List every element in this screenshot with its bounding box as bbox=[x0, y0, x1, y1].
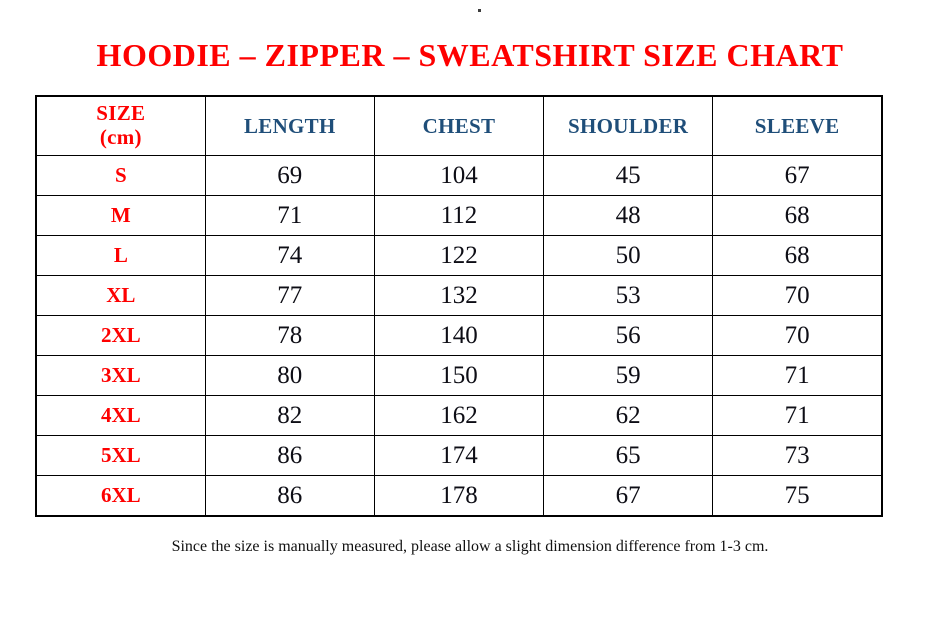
sleeve-value: 70 bbox=[712, 315, 883, 356]
table-row: 5XL 86 174 65 73 bbox=[35, 435, 883, 476]
sleeve-value: 70 bbox=[712, 275, 883, 316]
size-label: M bbox=[35, 195, 206, 236]
size-label: 2XL bbox=[35, 315, 206, 356]
chest-value: 122 bbox=[373, 235, 545, 276]
chest-value: 162 bbox=[373, 395, 545, 436]
length-value: 78 bbox=[204, 315, 375, 356]
chest-value: 174 bbox=[373, 435, 545, 476]
size-label: 4XL bbox=[35, 395, 206, 436]
size-label: 3XL bbox=[35, 355, 206, 396]
sleeve-value: 73 bbox=[712, 435, 883, 476]
table-row: L 74 122 50 68 bbox=[35, 235, 883, 276]
chest-value: 132 bbox=[373, 275, 545, 316]
size-chart-table: SIZE (cm) LENGTH CHEST SHOULDER SLEEVE S… bbox=[35, 95, 883, 517]
length-value: 77 bbox=[204, 275, 375, 316]
shoulder-value: 59 bbox=[543, 355, 714, 396]
chest-value: 150 bbox=[373, 355, 545, 396]
table-row: 2XL 78 140 56 70 bbox=[35, 315, 883, 356]
length-value: 86 bbox=[204, 435, 375, 476]
size-label: L bbox=[35, 235, 206, 276]
chest-value: 140 bbox=[373, 315, 545, 356]
page-title: HOODIE – ZIPPER – SWEATSHIRT SIZE CHART bbox=[96, 37, 844, 73]
shoulder-value: 62 bbox=[543, 395, 714, 436]
table-row: 6XL 86 178 67 75 bbox=[35, 475, 883, 517]
shoulder-value: 56 bbox=[543, 315, 714, 356]
size-header-line1: SIZE bbox=[96, 101, 146, 126]
table-row: 3XL 80 150 59 71 bbox=[35, 355, 883, 396]
length-value: 82 bbox=[204, 395, 375, 436]
shoulder-value: 48 bbox=[543, 195, 714, 236]
sleeve-value: 71 bbox=[712, 395, 883, 436]
column-header-sleeve: SLEEVE bbox=[712, 95, 883, 156]
chest-value: 112 bbox=[373, 195, 545, 236]
shoulder-value: 67 bbox=[543, 475, 714, 517]
size-label: S bbox=[35, 155, 206, 196]
length-value: 74 bbox=[204, 235, 375, 276]
length-value: 69 bbox=[204, 155, 375, 196]
table-row: 4XL 82 162 62 71 bbox=[35, 395, 883, 436]
table-row: S 69 104 45 67 bbox=[35, 155, 883, 196]
table-row: M 71 112 48 68 bbox=[35, 195, 883, 236]
column-header-chest: CHEST bbox=[373, 95, 545, 156]
shoulder-value: 53 bbox=[543, 275, 714, 316]
column-header-shoulder: SHOULDER bbox=[543, 95, 714, 156]
sleeve-value: 71 bbox=[712, 355, 883, 396]
table-row: XL 77 132 53 70 bbox=[35, 275, 883, 316]
table-header-row: SIZE (cm) LENGTH CHEST SHOULDER SLEEVE bbox=[35, 95, 883, 156]
length-value: 80 bbox=[204, 355, 375, 396]
measurement-disclaimer: Since the size is manually measured, ple… bbox=[171, 538, 769, 555]
chest-value: 178 bbox=[373, 475, 545, 517]
shoulder-value: 50 bbox=[543, 235, 714, 276]
shoulder-value: 45 bbox=[543, 155, 714, 196]
size-label: XL bbox=[35, 275, 206, 316]
sleeve-value: 68 bbox=[712, 195, 883, 236]
column-header-size: SIZE (cm) bbox=[35, 95, 206, 156]
chest-value: 104 bbox=[373, 155, 545, 196]
sleeve-value: 68 bbox=[712, 235, 883, 276]
column-header-length: LENGTH bbox=[204, 95, 375, 156]
shoulder-value: 65 bbox=[543, 435, 714, 476]
length-value: 71 bbox=[204, 195, 375, 236]
size-header-line2: (cm) bbox=[99, 125, 142, 149]
length-value: 86 bbox=[204, 475, 375, 517]
sleeve-value: 67 bbox=[712, 155, 883, 196]
sleeve-value: 75 bbox=[712, 475, 883, 517]
stray-dot bbox=[478, 9, 481, 12]
size-label: 6XL bbox=[35, 475, 206, 517]
size-label: 5XL bbox=[35, 435, 206, 476]
